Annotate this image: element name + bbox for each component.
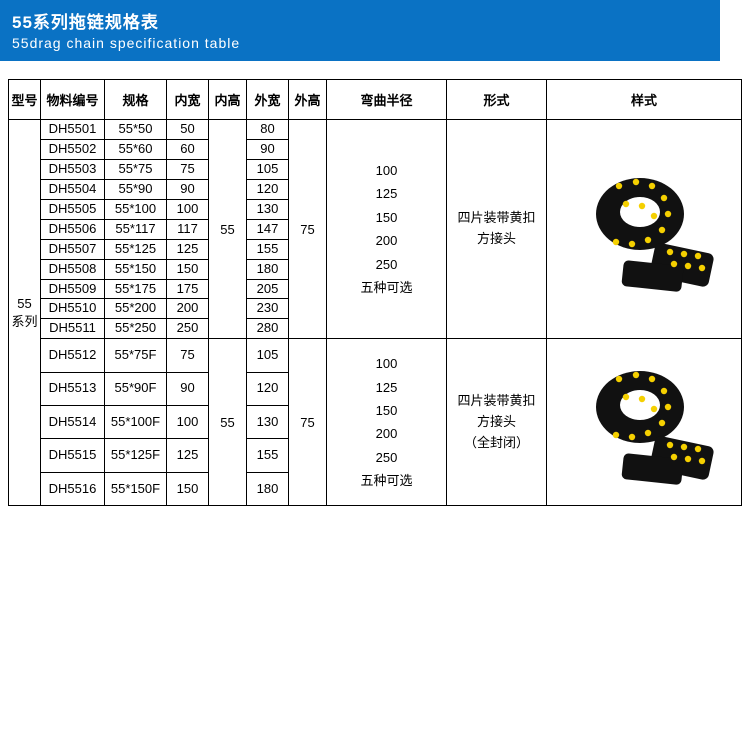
table-cell: 100 bbox=[167, 199, 209, 219]
table-cell: 55*117 bbox=[105, 219, 167, 239]
table-cell: 55*60 bbox=[105, 139, 167, 159]
table-cell: DH5502 bbox=[41, 139, 105, 159]
form-cell: 四片装带黄扣方接头（全封闭） bbox=[447, 339, 547, 506]
table-cell: DH5511 bbox=[41, 319, 105, 339]
table-cell: 100 bbox=[167, 406, 209, 439]
table-body: 55系列DH550155*5050558075100125150200250五种… bbox=[9, 120, 742, 506]
form-cell: 四片装带黄扣方接头 bbox=[447, 120, 547, 339]
chain-icon bbox=[549, 149, 739, 309]
table-cell: 90 bbox=[167, 372, 209, 405]
table-cell: 125 bbox=[167, 239, 209, 259]
table-cell: 250 bbox=[167, 319, 209, 339]
table-cell: 120 bbox=[247, 372, 289, 405]
table-cell: DH5506 bbox=[41, 219, 105, 239]
table-cell: 90 bbox=[247, 139, 289, 159]
col-outer-w: 外宽 bbox=[247, 80, 289, 120]
col-radius: 弯曲半径 bbox=[327, 80, 447, 120]
table-cell: 147 bbox=[247, 219, 289, 239]
col-inner-w: 内宽 bbox=[167, 80, 209, 120]
table-cell: 90 bbox=[167, 179, 209, 199]
table-cell: 55*150 bbox=[105, 259, 167, 279]
col-form: 形式 bbox=[447, 80, 547, 120]
header-row: 型号 物料编号 规格 内宽 内高 外宽 外高 弯曲半径 形式 样式 bbox=[9, 80, 742, 120]
table-cell: 200 bbox=[167, 299, 209, 319]
radius-cell: 100125150200250五种可选 bbox=[327, 120, 447, 339]
table-cell: 117 bbox=[167, 219, 209, 239]
table-cell: 55*100 bbox=[105, 199, 167, 219]
table-cell: 55*50 bbox=[105, 120, 167, 140]
outer-h-cell: 75 bbox=[289, 120, 327, 339]
table-cell: DH5501 bbox=[41, 120, 105, 140]
table-cell: 280 bbox=[247, 319, 289, 339]
table-cell: DH5503 bbox=[41, 159, 105, 179]
table-cell: 60 bbox=[167, 139, 209, 159]
header-title-en: 55drag chain specification table bbox=[12, 35, 708, 51]
col-outer-h: 外高 bbox=[289, 80, 327, 120]
table-cell: 55*75 bbox=[105, 159, 167, 179]
table-cell: DH5505 bbox=[41, 199, 105, 219]
table-cell: 125 bbox=[167, 439, 209, 472]
table-cell: DH5507 bbox=[41, 239, 105, 259]
table-cell: 55*175 bbox=[105, 279, 167, 299]
col-style: 样式 bbox=[547, 80, 742, 120]
table-cell: 75 bbox=[167, 159, 209, 179]
table-cell: DH5515 bbox=[41, 439, 105, 472]
table-cell: 55*90F bbox=[105, 372, 167, 405]
inner-h-cell: 55 bbox=[209, 120, 247, 339]
table-cell: 180 bbox=[247, 259, 289, 279]
table-cell: DH5512 bbox=[41, 339, 105, 372]
table-cell: DH5510 bbox=[41, 299, 105, 319]
col-model: 型号 bbox=[9, 80, 41, 120]
table-cell: DH5513 bbox=[41, 372, 105, 405]
inner-h-cell: 55 bbox=[209, 339, 247, 506]
table-cell: 155 bbox=[247, 439, 289, 472]
table-cell: 180 bbox=[247, 472, 289, 505]
spec-table: 型号 物料编号 规格 内宽 内高 外宽 外高 弯曲半径 形式 样式 55系列DH… bbox=[8, 79, 742, 506]
table-cell: DH5509 bbox=[41, 279, 105, 299]
header-title-cn: 55系列拖链规格表 bbox=[12, 8, 708, 33]
spec-table-wrap: 型号 物料编号 规格 内宽 内高 外宽 外高 弯曲半径 形式 样式 55系列DH… bbox=[0, 61, 750, 514]
col-code: 物料编号 bbox=[41, 80, 105, 120]
table-row: 55系列DH550155*5050558075100125150200250五种… bbox=[9, 120, 742, 140]
style-cell bbox=[547, 120, 742, 339]
col-spec: 规格 bbox=[105, 80, 167, 120]
chain-icon bbox=[549, 342, 739, 502]
table-cell: DH5508 bbox=[41, 259, 105, 279]
table-cell: 120 bbox=[247, 179, 289, 199]
table-cell: DH5504 bbox=[41, 179, 105, 199]
table-cell: 105 bbox=[247, 159, 289, 179]
table-cell: 150 bbox=[167, 259, 209, 279]
table-cell: 55*125 bbox=[105, 239, 167, 259]
radius-cell: 100125150200250五种可选 bbox=[327, 339, 447, 506]
table-cell: 55*75F bbox=[105, 339, 167, 372]
table-cell: 155 bbox=[247, 239, 289, 259]
style-cell bbox=[547, 339, 742, 506]
table-cell: 175 bbox=[167, 279, 209, 299]
table-cell: DH5514 bbox=[41, 406, 105, 439]
table-cell: 130 bbox=[247, 406, 289, 439]
table-cell: 55*150F bbox=[105, 472, 167, 505]
table-cell: 150 bbox=[167, 472, 209, 505]
header-bar: 55系列拖链规格表 55drag chain specification tab… bbox=[0, 0, 720, 61]
table-cell: 80 bbox=[247, 120, 289, 140]
table-cell: 130 bbox=[247, 199, 289, 219]
outer-h-cell: 75 bbox=[289, 339, 327, 506]
table-cell: 55*100F bbox=[105, 406, 167, 439]
table-cell: DH5516 bbox=[41, 472, 105, 505]
table-cell: 55*90 bbox=[105, 179, 167, 199]
table-cell: 50 bbox=[167, 120, 209, 140]
table-cell: 55*200 bbox=[105, 299, 167, 319]
table-row: DH551255*75F755510575100125150200250五种可选… bbox=[9, 339, 742, 372]
table-cell: 75 bbox=[167, 339, 209, 372]
table-cell: 55*125F bbox=[105, 439, 167, 472]
table-cell: 55*250 bbox=[105, 319, 167, 339]
model-cell: 55系列 bbox=[9, 120, 41, 506]
table-cell: 205 bbox=[247, 279, 289, 299]
table-cell: 230 bbox=[247, 299, 289, 319]
col-inner-h: 内高 bbox=[209, 80, 247, 120]
table-cell: 105 bbox=[247, 339, 289, 372]
